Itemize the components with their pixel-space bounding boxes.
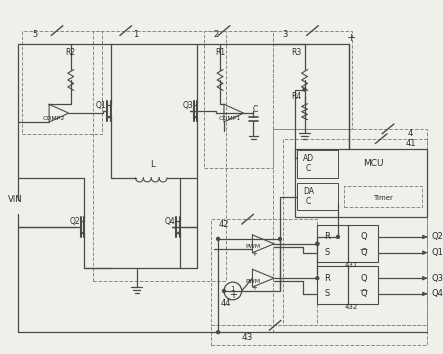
Text: MCU: MCU: [363, 159, 384, 168]
Text: 4: 4: [408, 129, 413, 138]
Text: C: C: [306, 164, 311, 173]
Text: 42: 42: [219, 219, 229, 229]
Text: R3: R3: [291, 48, 302, 57]
Text: Q: Q: [360, 290, 367, 298]
Text: Q: Q: [360, 233, 367, 241]
Circle shape: [222, 290, 225, 292]
Bar: [283, 139, 427, 325]
Circle shape: [316, 242, 319, 245]
Text: 41: 41: [405, 139, 416, 148]
Text: Q3: Q3: [182, 101, 193, 110]
Text: 3: 3: [282, 30, 288, 39]
Text: DA: DA: [303, 187, 314, 196]
Text: Q: Q: [360, 274, 367, 283]
Bar: [297, 150, 338, 178]
Bar: [22, 31, 102, 134]
Text: 5: 5: [33, 30, 38, 39]
Circle shape: [303, 88, 306, 91]
Text: +: +: [252, 251, 257, 257]
Text: S: S: [325, 248, 330, 257]
Circle shape: [316, 242, 319, 245]
Bar: [211, 325, 427, 345]
Text: Q4: Q4: [431, 290, 443, 298]
Circle shape: [217, 238, 220, 240]
Text: R1: R1: [215, 48, 225, 57]
Bar: [273, 31, 352, 129]
Text: Q1: Q1: [431, 248, 443, 257]
Circle shape: [279, 238, 281, 240]
Bar: [297, 183, 338, 210]
Circle shape: [316, 277, 319, 280]
Bar: [295, 149, 427, 217]
Text: 43: 43: [242, 333, 253, 342]
Bar: [344, 186, 423, 207]
Text: R2: R2: [66, 48, 76, 57]
Text: +: +: [252, 285, 257, 291]
Text: 1: 1: [133, 30, 138, 39]
Text: COMP2: COMP2: [43, 115, 65, 121]
Text: PWM: PWM: [245, 244, 260, 249]
Text: 2: 2: [214, 30, 219, 39]
Text: Q2: Q2: [431, 233, 443, 241]
Text: +: +: [229, 290, 237, 300]
Text: PWM: PWM: [245, 279, 260, 284]
Bar: [273, 129, 427, 332]
Text: 432: 432: [345, 304, 358, 310]
Bar: [93, 31, 226, 281]
Circle shape: [337, 235, 339, 238]
Text: 44: 44: [221, 299, 231, 308]
Circle shape: [217, 331, 220, 334]
Text: Q4: Q4: [164, 217, 175, 226]
Text: 431: 431: [345, 262, 358, 268]
Text: Q: Q: [360, 248, 367, 257]
Text: Q2: Q2: [70, 217, 80, 226]
Text: R: R: [324, 233, 330, 241]
Text: VIN: VIN: [8, 195, 23, 204]
Bar: [204, 31, 273, 168]
Bar: [317, 267, 378, 304]
Bar: [211, 219, 317, 325]
Text: Q3: Q3: [431, 274, 443, 283]
Text: AD: AD: [303, 154, 314, 163]
Bar: [317, 225, 378, 262]
Text: Timer: Timer: [373, 195, 393, 201]
Text: R: R: [324, 274, 330, 283]
Text: L: L: [150, 160, 155, 169]
Text: +: +: [347, 33, 356, 42]
Text: 1: 1: [230, 286, 235, 292]
Text: R4: R4: [291, 92, 302, 101]
Text: C: C: [306, 197, 311, 206]
Text: C: C: [253, 105, 258, 114]
Text: Q1: Q1: [96, 101, 106, 110]
Text: COMP1: COMP1: [219, 115, 241, 121]
Text: S: S: [325, 290, 330, 298]
